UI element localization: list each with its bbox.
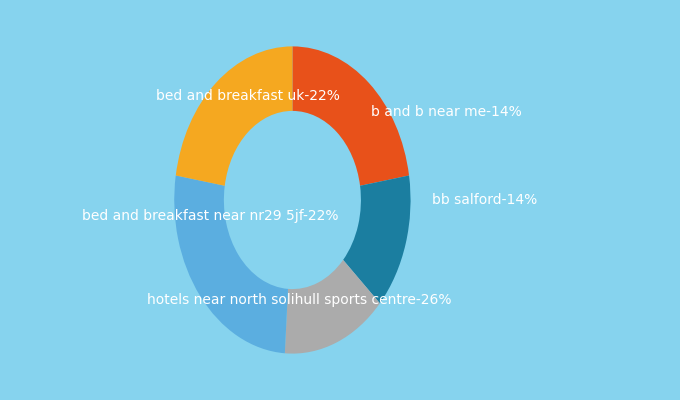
Wedge shape bbox=[292, 46, 409, 186]
Text: bed and breakfast uk-22%: bed and breakfast uk-22% bbox=[156, 89, 340, 103]
Wedge shape bbox=[175, 46, 292, 186]
Wedge shape bbox=[285, 260, 380, 354]
Text: b and b near me-14%: b and b near me-14% bbox=[371, 105, 522, 119]
Wedge shape bbox=[174, 176, 288, 353]
Text: bb salford-14%: bb salford-14% bbox=[432, 193, 537, 207]
Text: hotels near north solihull sports centre-26%: hotels near north solihull sports centre… bbox=[147, 293, 452, 307]
Wedge shape bbox=[343, 176, 411, 303]
Text: bed and breakfast near nr29 5jf-22%: bed and breakfast near nr29 5jf-22% bbox=[82, 209, 338, 223]
